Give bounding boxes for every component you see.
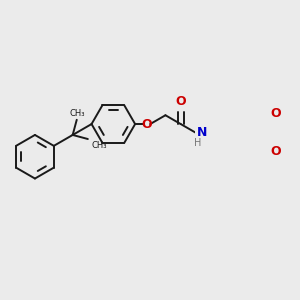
Text: CH₃: CH₃ [92,141,107,150]
Text: O: O [271,107,281,120]
Text: O: O [271,145,281,158]
Text: CH₃: CH₃ [70,109,85,118]
Text: O: O [176,95,186,108]
Text: H: H [194,137,201,148]
Text: N: N [196,126,207,139]
Text: O: O [141,118,152,130]
